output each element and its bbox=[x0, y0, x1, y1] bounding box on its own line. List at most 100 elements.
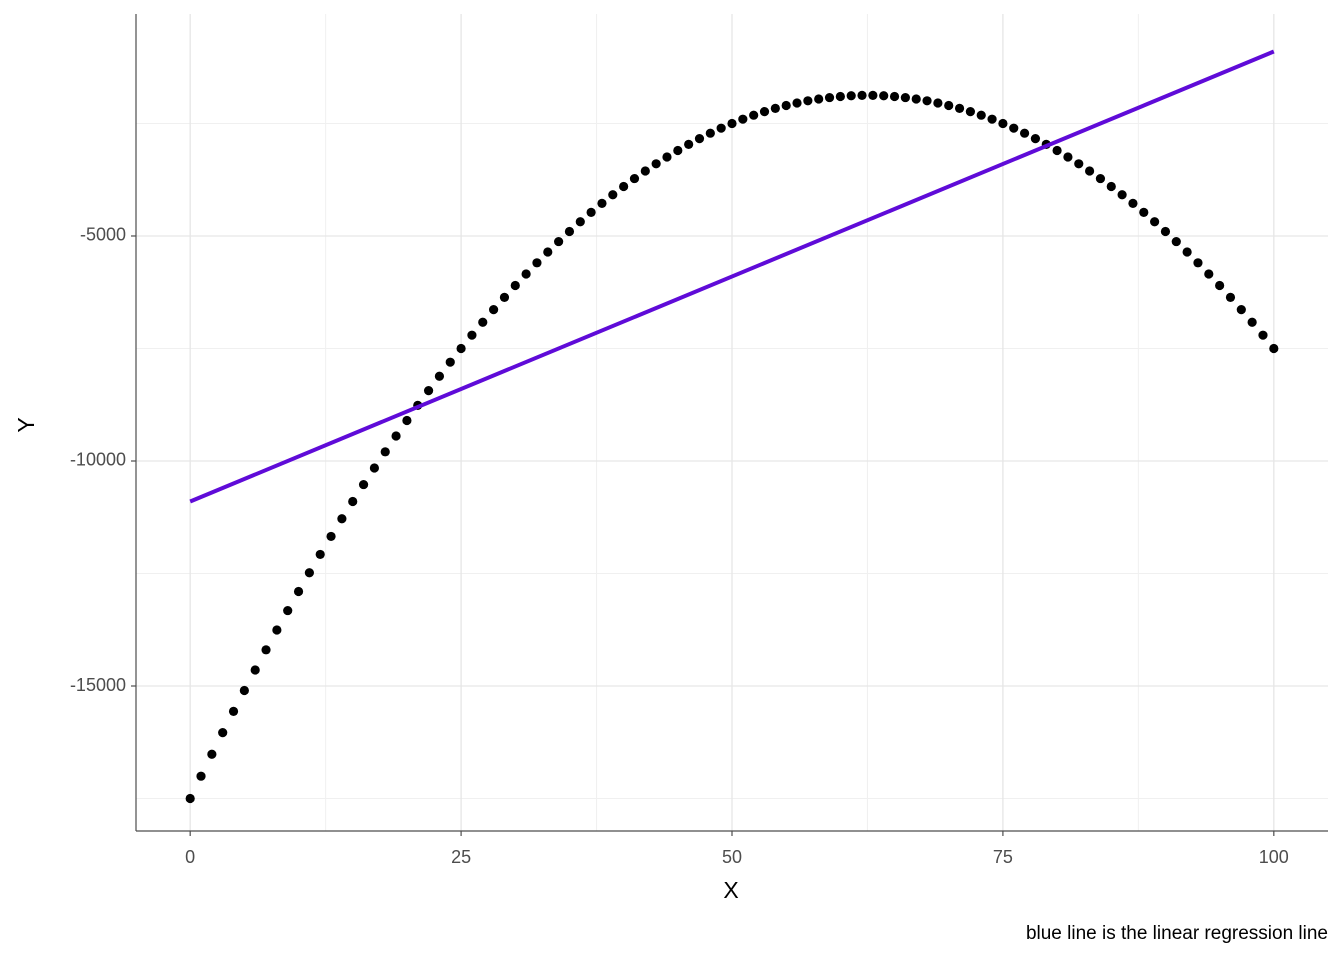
point bbox=[705, 128, 715, 138]
point bbox=[1171, 236, 1181, 247]
point bbox=[857, 90, 867, 101]
point bbox=[554, 236, 564, 247]
point bbox=[954, 103, 965, 113]
point bbox=[1225, 292, 1236, 302]
point bbox=[391, 431, 401, 441]
point bbox=[358, 479, 369, 490]
point bbox=[814, 94, 824, 104]
point bbox=[684, 139, 694, 149]
point bbox=[640, 166, 650, 176]
point bbox=[543, 247, 553, 257]
point bbox=[879, 91, 889, 101]
point bbox=[608, 190, 618, 200]
point bbox=[727, 118, 737, 129]
point bbox=[478, 317, 488, 327]
point bbox=[283, 605, 293, 616]
point bbox=[651, 159, 661, 169]
point bbox=[304, 568, 314, 578]
y-tick-label: -5000 bbox=[80, 225, 126, 245]
point bbox=[564, 226, 575, 237]
y-tick-label: -15000 bbox=[70, 675, 126, 695]
point bbox=[662, 152, 672, 162]
point bbox=[1009, 123, 1019, 133]
point bbox=[456, 343, 466, 354]
point bbox=[348, 496, 358, 507]
point bbox=[489, 305, 499, 315]
x-tick-label: 0 bbox=[185, 847, 195, 867]
point bbox=[575, 217, 585, 227]
point bbox=[239, 685, 249, 696]
point bbox=[597, 198, 607, 209]
point bbox=[228, 706, 239, 716]
point bbox=[499, 292, 510, 302]
point bbox=[326, 531, 336, 542]
point bbox=[586, 207, 596, 218]
point bbox=[510, 280, 520, 291]
point bbox=[1182, 247, 1192, 257]
point bbox=[293, 586, 304, 597]
point bbox=[824, 92, 835, 103]
point bbox=[716, 123, 726, 133]
x-tick-label: 75 bbox=[993, 847, 1013, 867]
point bbox=[803, 96, 813, 106]
point bbox=[770, 103, 780, 113]
point bbox=[1095, 173, 1106, 184]
point bbox=[532, 258, 542, 268]
point bbox=[369, 463, 379, 473]
point bbox=[1128, 198, 1138, 209]
point bbox=[619, 181, 629, 192]
point bbox=[1139, 207, 1149, 218]
marks bbox=[185, 49, 1279, 804]
point bbox=[521, 269, 531, 279]
point bbox=[1074, 159, 1084, 169]
point bbox=[1030, 134, 1041, 144]
point bbox=[250, 665, 260, 675]
point bbox=[922, 96, 932, 106]
point bbox=[337, 514, 347, 524]
point bbox=[738, 114, 748, 124]
point bbox=[1150, 217, 1160, 227]
point bbox=[218, 728, 228, 738]
point bbox=[673, 145, 683, 156]
x-tick-label: 50 bbox=[722, 847, 742, 867]
regression-line bbox=[189, 49, 1275, 504]
point bbox=[965, 107, 976, 117]
point bbox=[792, 98, 802, 108]
x-tick-label: 100 bbox=[1259, 847, 1289, 867]
point bbox=[434, 371, 445, 381]
point bbox=[1063, 152, 1073, 162]
point bbox=[196, 771, 206, 781]
point bbox=[380, 447, 390, 457]
point bbox=[781, 100, 791, 111]
point bbox=[694, 134, 705, 144]
point bbox=[207, 749, 217, 759]
point bbox=[944, 100, 954, 111]
point bbox=[467, 330, 477, 340]
point bbox=[868, 90, 878, 101]
x-axis-title: X bbox=[723, 877, 738, 903]
point bbox=[423, 386, 434, 396]
y-axis-title: Y bbox=[13, 417, 39, 432]
y-tick-label: -10000 bbox=[70, 450, 126, 470]
point bbox=[749, 110, 759, 120]
point bbox=[1106, 181, 1116, 192]
point bbox=[1019, 128, 1030, 138]
point bbox=[835, 91, 845, 102]
grid bbox=[136, 14, 1328, 831]
point bbox=[1052, 145, 1062, 156]
caption: blue line is the linear regression line bbox=[1026, 923, 1328, 944]
x-tick-label: 25 bbox=[451, 847, 471, 867]
point bbox=[1117, 190, 1127, 200]
point bbox=[1085, 166, 1095, 176]
point bbox=[976, 110, 986, 120]
point bbox=[998, 118, 1008, 129]
point bbox=[261, 645, 271, 655]
point bbox=[629, 173, 640, 184]
point bbox=[1160, 226, 1171, 237]
point bbox=[272, 625, 282, 635]
point bbox=[1269, 343, 1279, 354]
point bbox=[911, 94, 921, 104]
point bbox=[900, 92, 910, 103]
